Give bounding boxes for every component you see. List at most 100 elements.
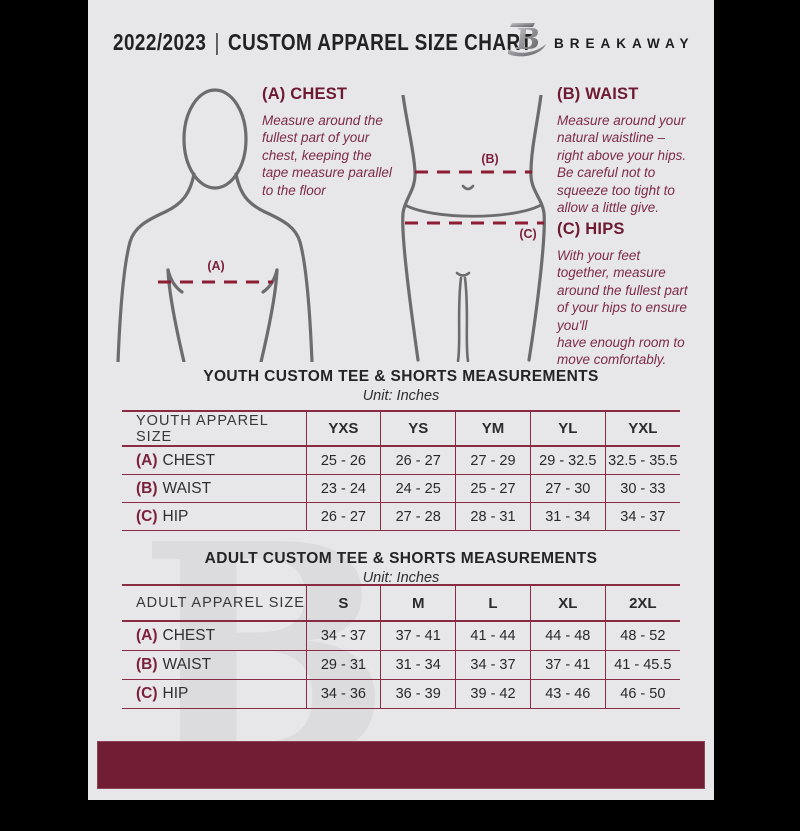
youth-table-unit: Unit: Inches [362, 388, 440, 404]
youth-header-row: YOUTH APPAREL SIZE YXS YS YM YL YXL [122, 411, 680, 446]
chest-instruction-title: (A) CHEST [262, 85, 348, 103]
row-label: (B) WAIST [122, 651, 306, 680]
adult-table-unit: Unit: Inches [362, 570, 440, 586]
hips-instruction-body: With your feet together, measure around … [557, 248, 688, 368]
chest-instruction: (A) CHEST Measure around the fullest par… [262, 85, 410, 199]
adult-table-title: ADULT CUSTOM TEE & SHORTS MEASUREMENTS [204, 550, 598, 567]
cell: 46 - 50 [604, 679, 680, 709]
cell: 32.5 - 35.5 [604, 446, 680, 475]
chest-marker-label: (A) [207, 259, 225, 273]
hips-instruction: (C) HIPS With your feet together, measur… [557, 220, 709, 369]
youth-table-title: YOUTH CUSTOM TEE & SHORTS MEASUREMENTS [203, 368, 599, 385]
row-measure: HIP [162, 685, 189, 702]
cell: 34 - 37 [604, 502, 680, 531]
left-chest-line [166, 268, 186, 362]
table-row: (A) CHEST 34 - 37 37 - 41 41 - 44 44 - 48… [122, 621, 680, 651]
table-row: (C) HIP 34 - 36 36 - 39 39 - 42 43 - 46 4… [122, 679, 680, 709]
adult-column-header: L [455, 585, 531, 621]
cell: 43 - 46 [529, 679, 606, 709]
cell: 29 - 31 [305, 650, 381, 680]
cell: 34 - 37 [455, 650, 531, 680]
row-prefix: (B) [136, 656, 158, 673]
cell: 28 - 31 [455, 502, 531, 531]
row-measure: WAIST [162, 656, 212, 673]
adult-column-header: S [305, 585, 381, 621]
cell: 34 - 37 [305, 621, 381, 651]
row-label: (A) CHEST [122, 621, 306, 651]
upper-body-figure [116, 88, 314, 362]
waist-instruction-body: Measure around your natural waistline – … [557, 113, 687, 216]
table-row: (B) WAIST 29 - 31 31 - 34 34 - 37 37 - 41… [122, 650, 680, 680]
left-armpit-fold [166, 268, 184, 294]
breakaway-logo-icon: B [508, 22, 546, 57]
row-prefix: (C) [136, 507, 158, 525]
youth-size-table: YOUTH APPAREL SIZE YXS YS YM YL YXL (A) C… [122, 410, 680, 531]
row-label: (A) CHEST [122, 446, 306, 475]
right-torso-leg-outline [527, 95, 546, 362]
cell: 48 - 52 [604, 621, 680, 651]
content-layer: 2022/2023 | CUSTOM APPAREL SIZE CHART B BR… [88, 0, 714, 800]
hips-marker-label: (C) [519, 227, 537, 241]
adult-column-header: M [380, 585, 456, 621]
row-measure: HIP [162, 507, 189, 525]
row-label: (C) HIP [122, 680, 306, 709]
row-label: (B) WAIST [122, 475, 306, 503]
chest-instruction-body: Measure around the fullest part of your … [262, 113, 392, 198]
cell: 31 - 34 [380, 650, 456, 680]
row-prefix: (C) [136, 685, 158, 702]
right-shoulder-arm [234, 172, 314, 362]
youth-column-header: YOUTH APPAREL SIZE [136, 412, 269, 445]
youth-column-header: YL [529, 411, 606, 446]
cell: 23 - 24 [305, 474, 381, 503]
cell: 31 - 34 [529, 502, 606, 531]
size-chart-page: B 2022/2023 | CUSTOM APPAREL SIZE CHART B … [88, 0, 714, 805]
table-row: (B) WAIST 23 - 24 24 - 25 25 - 27 27 - 30… [122, 474, 680, 503]
inner-left-leg [456, 276, 463, 362]
footer-accent-bar [97, 741, 705, 789]
cell: 44 - 48 [529, 621, 606, 651]
youth-column-header: YM [455, 411, 531, 446]
cell: 27 - 30 [529, 474, 606, 503]
adult-column-header: 2XL [604, 585, 680, 621]
cell: 24 - 25 [380, 474, 456, 503]
cell: 29 - 32.5 [529, 446, 606, 475]
hip-waistband-curve [403, 203, 543, 218]
row-measure: CHEST [162, 451, 216, 469]
waist-marker-label: (B) [481, 152, 499, 166]
waist-instruction: (B) WAIST Measure around your natural wa… [557, 85, 699, 216]
hips-instruction-title: (C) HIPS [557, 220, 625, 238]
left-torso-leg-outline [401, 95, 420, 362]
cell: 34 - 36 [305, 679, 381, 709]
cell: 26 - 27 [305, 502, 381, 531]
crotch-curve [455, 271, 471, 277]
cell: 26 - 27 [380, 446, 456, 475]
adult-header-row: ADULT APPAREL SIZE S M L XL 2XL [122, 585, 680, 621]
row-label: (C) HIP [122, 503, 306, 531]
cell: 27 - 28 [380, 502, 456, 531]
row-prefix: (A) [136, 627, 158, 644]
cell: 37 - 41 [380, 621, 456, 651]
cell: 36 - 39 [380, 679, 456, 709]
table-row: (A) CHEST 25 - 26 26 - 27 27 - 29 29 - 32… [122, 446, 680, 475]
cell: 25 - 27 [455, 474, 531, 503]
cell: 27 - 29 [455, 446, 531, 475]
youth-column-header: YS [380, 411, 456, 446]
cell: 30 - 33 [604, 474, 680, 503]
navel-curve [461, 184, 475, 191]
row-measure: CHEST [162, 627, 216, 644]
adult-column-header: ADULT APPAREL SIZE [136, 595, 305, 611]
row-prefix: (A) [136, 451, 158, 469]
adult-size-table: ADULT APPAREL SIZE S M L XL 2XL (A) CHEST… [122, 584, 680, 709]
title-year: 2022/2023 [113, 30, 207, 56]
title-divider: | [214, 30, 220, 56]
waist-instruction-title: (B) WAIST [557, 85, 639, 103]
adult-column-header: XL [529, 585, 606, 621]
row-prefix: (B) [136, 479, 158, 497]
title-main: CUSTOM APPAREL SIZE CHART [227, 30, 533, 56]
youth-column-header: YXL [604, 411, 680, 446]
right-chest-line [259, 268, 279, 362]
cell: 41 - 45.5 [604, 650, 680, 680]
cell: 25 - 26 [305, 446, 381, 475]
cell: 41 - 44 [455, 621, 531, 651]
brand-name: BREAKAWAY [554, 36, 695, 51]
